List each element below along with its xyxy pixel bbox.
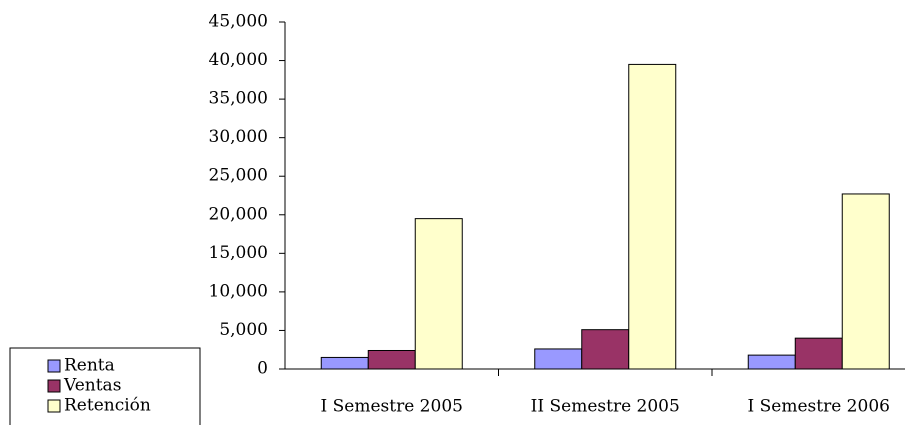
y-tick-label: 25,000 — [209, 166, 268, 186]
legend-label: Retención — [64, 396, 151, 416]
y-tick-label: 0 — [257, 359, 268, 379]
legend-label: Renta — [64, 356, 115, 376]
x-tick-label: I Semestre 2006 — [748, 397, 890, 417]
legend-swatch — [47, 399, 61, 413]
bar — [747, 354, 796, 370]
bar — [534, 348, 583, 370]
bar — [367, 349, 416, 370]
bar — [841, 193, 890, 370]
y-tick-label: 30,000 — [209, 127, 268, 147]
y-tick-label: 35,000 — [209, 89, 268, 109]
legend-box — [9, 347, 201, 425]
x-tick-label: II Semestre 2005 — [531, 397, 680, 417]
y-tick-label: 20,000 — [209, 204, 268, 224]
legend-swatch — [47, 359, 61, 373]
y-tick-label: 40,000 — [209, 50, 268, 70]
legend-swatch — [47, 379, 61, 393]
legend-label: Ventas — [63, 376, 121, 396]
bar — [414, 218, 463, 370]
x-tick-label: I Semestre 2005 — [321, 397, 463, 417]
y-tick-label: 5,000 — [219, 320, 268, 340]
bar — [320, 356, 369, 370]
y-tick-label: 10,000 — [209, 281, 268, 301]
bar — [794, 337, 843, 370]
y-tick-label: 15,000 — [209, 243, 268, 263]
bar — [628, 63, 677, 370]
bar — [581, 329, 630, 370]
y-tick-label: 45,000 — [209, 12, 268, 32]
